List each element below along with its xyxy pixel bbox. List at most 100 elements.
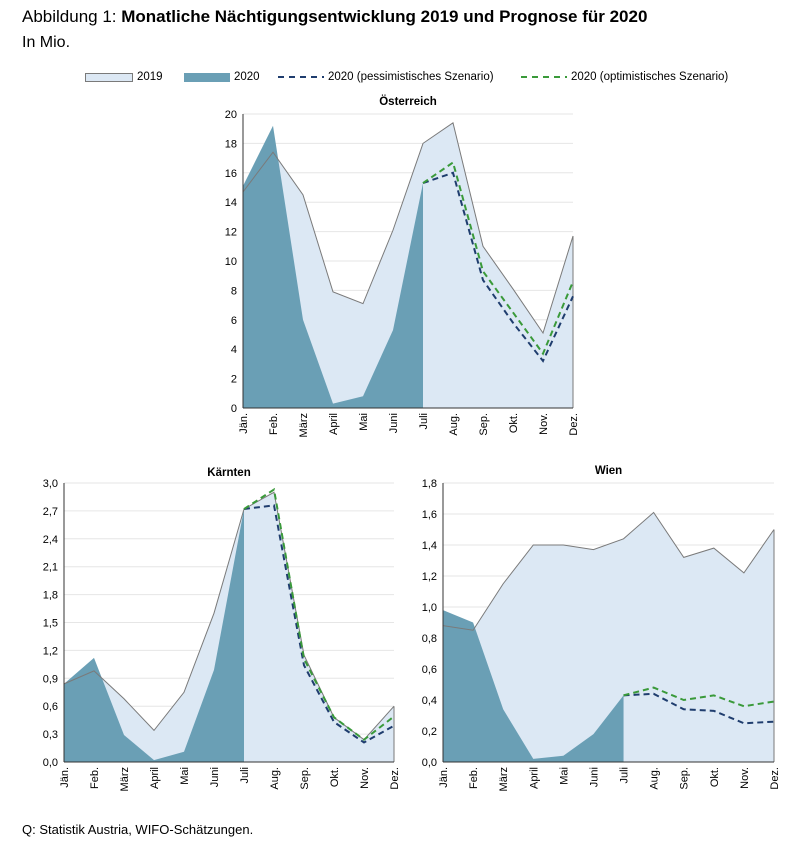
area-2020 [443,610,624,762]
x-tick-label: Jän. [238,413,250,434]
y-tick-label: 3,0 [43,478,58,490]
y-tick-label: 1,6 [422,509,437,521]
chart-wien: 0,0 0,2 0,4 0,6 0,8 1,0 1,2 1,4 1,6 1,8 Jän. Feb. Mä… [422,465,781,791]
legend-label-pessimistic: 2020 (pessimistisches Szenario) [328,71,494,83]
x-tick-label: Sep. [299,767,311,790]
x-tick-label: Juli [619,767,631,784]
line-pessimistic [422,171,574,363]
y-tick-label: 10 [225,256,237,268]
x-tick-label: Nov. [739,767,751,789]
legend-label-2020: 2020 [234,71,260,83]
y-tick-label: 0,0 [422,757,437,769]
y-tick-label: 1,8 [422,478,437,490]
y-tick-label: 16 [225,168,237,180]
x-tick-label: Nov. [359,767,371,789]
x-tick-label: Sep. [679,767,691,790]
x-tick-label: Feb. [89,767,101,789]
y-tick-label: 6 [231,315,237,327]
line-pessimistic [623,692,775,725]
x-tick-label: Mai [358,413,370,431]
line-2019 [63,491,395,741]
x-tick-label: Dez. [389,767,401,790]
y-tick-label: 8 [231,285,237,297]
y-tick-label: 4 [231,344,237,356]
figure-subtitle: In Mio. [22,34,71,51]
x-tick-label: Okt. [329,767,341,787]
chart-oesterreich: 0 2 4 6 8 10 12 14 16 18 20 Jän. Feb. März April Mai Jun… [225,95,580,437]
x-tick-label: Feb. [468,767,480,789]
legend-swatch-optimistic [521,76,567,78]
chart-kaernten: 0,0 0,3 0,6 0,9 1,2 1,5 1,8 2,1 2,4 2,7 3,0 Jän. Feb… [43,467,401,791]
y-tick-label: 1,2 [422,571,437,583]
y-tick-label: 0 [231,403,237,415]
x-tick-label: Mai [558,767,570,785]
x-tick-label: Jän. [438,767,450,788]
x-tick-label: Nov. [538,413,550,435]
y-tick-label: 0,0 [43,757,58,769]
x-tick-label: Juni [588,767,600,787]
source-note: Q: Statistik Austria, WIFO-Schätzungen. [22,822,254,837]
y-tick-label: 14 [225,197,237,209]
y-tick-label: 0,9 [43,673,58,685]
y-tick-label: 0,3 [43,729,58,741]
y-tick-label: 0,4 [422,695,437,707]
line-2019 [242,121,574,335]
legend-item-2019: 2019 [85,71,163,83]
x-tick-label: März [119,767,131,791]
y-tick-label: 0,2 [422,726,437,738]
x-tick-label: April [149,767,161,789]
chart-title: Kärnten [207,467,250,479]
legend-item-pessimistic: 2020 (pessimistisches Szenario) [278,71,494,83]
x-tick-label: Okt. [508,413,520,433]
x-tick-label: Aug. [649,767,661,790]
y-tick-label: 1,2 [43,645,58,657]
legend-label-optimistic: 2020 (optimistisches Szenario) [571,71,729,83]
figure-title: Abbildung 1: Monatliche Nächtigungsentwi… [22,6,647,28]
y-tick-label: 0,6 [422,664,437,676]
x-tick-label: Sep. [478,413,490,436]
y-tick-label: 2,1 [43,562,58,574]
x-tick-label: April [528,767,540,789]
line-2019 [442,511,775,631]
x-tick-label: Aug. [269,767,281,790]
chart-title: Wien [595,465,622,477]
y-tick-label: 2 [231,374,237,386]
x-tick-label: Feb. [268,413,280,435]
legend-label-2019: 2019 [137,71,163,83]
y-tick-label: 1,8 [43,590,58,602]
x-tick-label: Mai [179,767,191,785]
figure-title-prefix: Abbildung 1: [22,7,122,26]
x-tick-label: Juli [418,413,430,430]
y-tick-label: 2,7 [43,506,58,518]
line-optimistic [623,686,775,708]
x-tick-label: Dez. [568,413,580,436]
figure-title-bold: Monatliche Nächtigungsentwicklung 2019 u… [121,7,648,26]
x-tick-label: Juli [239,767,251,784]
x-tick-label: Okt. [709,767,721,787]
area-2020 [64,509,244,762]
line-optimistic [243,487,395,741]
y-tick-label: 18 [225,138,237,150]
y-tick-label: 12 [225,227,237,239]
legend-item-optimistic: 2020 (optimistisches Szenario) [521,71,728,83]
y-tick-label: 2,4 [43,534,58,546]
y-tick-label: 1,4 [422,540,437,552]
line-optimistic [422,160,574,356]
x-tick-label: Aug. [448,413,460,436]
y-tick-label: 20 [225,109,237,121]
legend-item-2020: 2020 [184,71,260,83]
x-tick-label: März [498,767,510,791]
legend-swatch-2020 [184,72,230,82]
x-tick-label: April [328,413,340,435]
y-tick-label: 1,5 [43,618,58,630]
x-tick-label: Juni [209,767,221,787]
x-tick-label: Dez. [769,767,781,790]
legend-swatch-2019 [85,72,133,82]
y-tick-label: 0,8 [422,633,437,645]
x-tick-label: Juni [388,413,400,433]
area-2020 [243,125,423,408]
legend-swatch-pessimistic [278,76,324,78]
y-tick-label: 1,0 [422,602,437,614]
x-tick-label: Jän. [59,767,71,788]
